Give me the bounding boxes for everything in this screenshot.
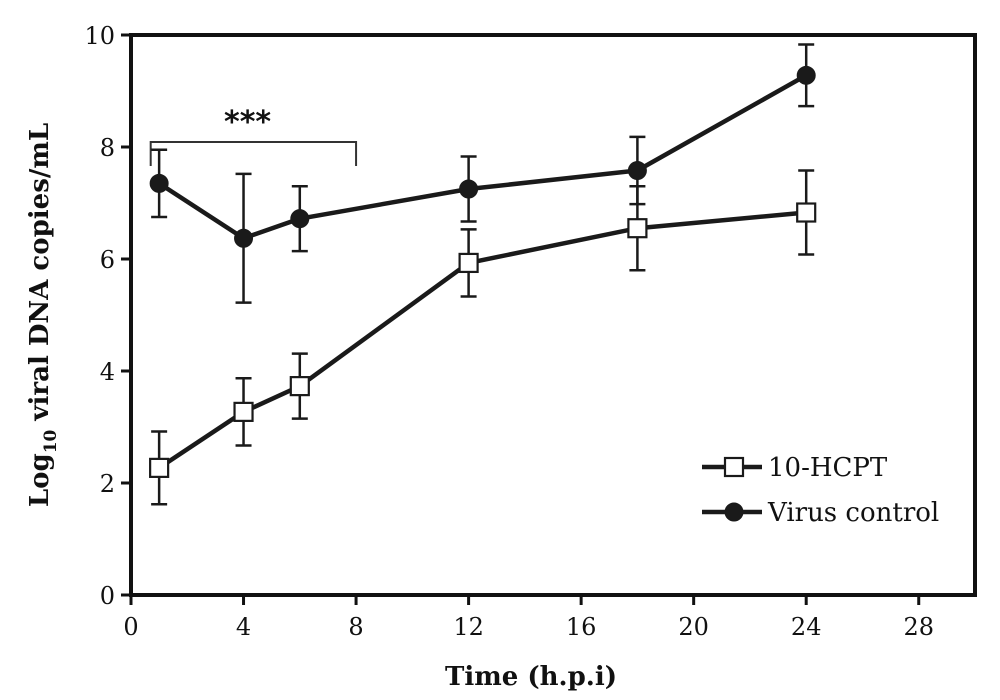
- x-tick-label: 24: [791, 613, 822, 641]
- x-tick-label: 0: [123, 613, 138, 641]
- series-layer: [149, 43, 817, 506]
- y-tick-label: 4: [100, 358, 115, 386]
- y-axis: 0 2 4 6 8 10: [84, 22, 131, 610]
- plot-frame: [129, 33, 977, 597]
- x-tick-label: 4: [236, 613, 251, 641]
- y-tick-label: 10: [84, 22, 115, 50]
- data-point: [627, 218, 648, 239]
- x-tick-label: 8: [348, 613, 363, 641]
- legend-item: Virus control: [702, 498, 939, 528]
- data-point: [234, 228, 254, 248]
- data-point: [459, 179, 479, 199]
- significance-bracket: ***: [149, 105, 358, 166]
- data-point: [233, 401, 254, 422]
- y-axis-title-rest: viral DNA copies/mL: [25, 123, 55, 430]
- data-point: [627, 161, 647, 181]
- bracket-line: [149, 141, 358, 166]
- data-point: [149, 457, 170, 478]
- legend-item: 10-HCPT: [702, 453, 888, 483]
- data-point: [149, 173, 169, 193]
- y-tick-label: 2: [100, 470, 115, 498]
- significance-label: ***: [224, 105, 271, 140]
- x-tick-label: 20: [678, 613, 709, 641]
- y-tick-label: 8: [100, 134, 115, 162]
- y-tick-label: 6: [100, 246, 115, 274]
- data-point: [290, 209, 310, 229]
- legend: 10-HCPT Virus control: [702, 453, 939, 528]
- data-point: [724, 502, 744, 522]
- data-point: [723, 456, 745, 478]
- x-tick-label: 16: [566, 613, 597, 641]
- y-axis-title-subscript: 10: [41, 429, 61, 453]
- x-tick-label: 12: [453, 613, 484, 641]
- y-axis-title: Log10 viral DNA copies/mL: [25, 123, 61, 507]
- x-tick-label: 28: [903, 613, 934, 641]
- data-point: [796, 65, 816, 85]
- series-line: [157, 73, 808, 241]
- legend-label: 10-HCPT: [768, 453, 888, 483]
- x-axis-title: Time (h.p.i): [445, 662, 617, 692]
- legend-label: Virus control: [767, 498, 939, 528]
- y-axis-title-log: Log: [25, 453, 55, 507]
- series-1: [149, 169, 817, 506]
- x-axis: 0 4 8 12 16 20 24 28: [123, 595, 934, 641]
- data-point: [796, 202, 817, 223]
- y-tick-label: 0: [100, 582, 115, 610]
- data-point: [458, 252, 479, 274]
- data-point: [289, 376, 310, 397]
- series-2: [149, 43, 816, 304]
- series-line: [157, 210, 807, 470]
